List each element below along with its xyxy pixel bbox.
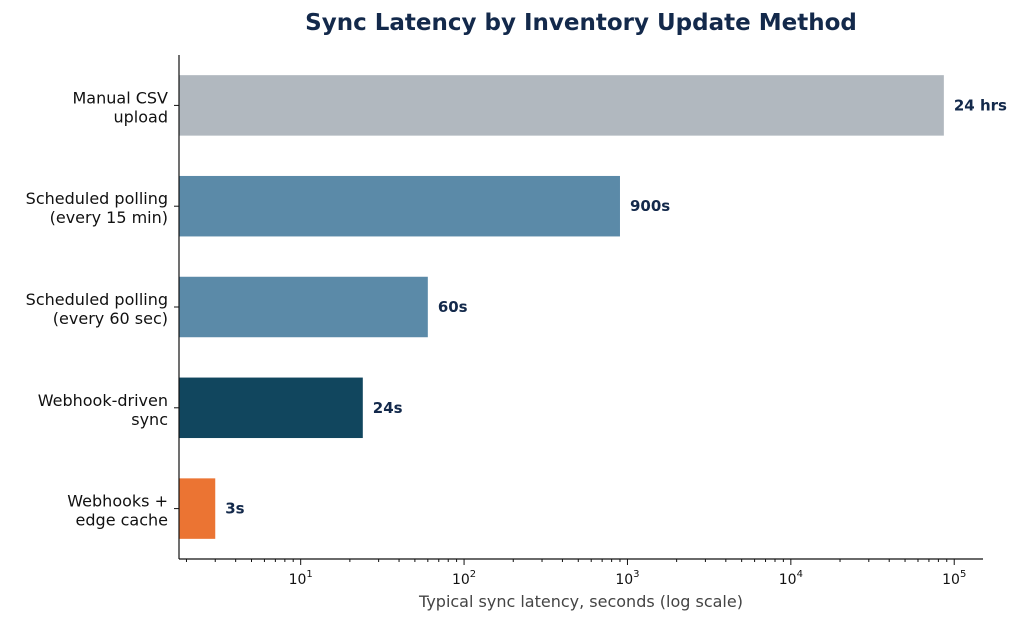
x-axis-title: Typical sync latency, seconds (log scale… bbox=[418, 592, 743, 611]
bar bbox=[179, 377, 363, 439]
x-tick-label: 103 bbox=[615, 569, 639, 588]
data-label: 900s bbox=[630, 197, 670, 215]
x-axis-ticks: 101 102 103 104 105 bbox=[174, 104, 966, 588]
data-label: 3s bbox=[225, 500, 244, 518]
data-label: 24 hrs bbox=[954, 96, 1007, 114]
data-labels: 24 hrs 900s 60s 24s 3s bbox=[225, 96, 1007, 517]
bar bbox=[179, 75, 944, 136]
x-tick-label: 102 bbox=[452, 569, 476, 588]
bars-group bbox=[179, 75, 944, 539]
category-label: Webhooks + edge cache bbox=[67, 492, 168, 530]
data-label: 60s bbox=[438, 298, 468, 316]
data-label: 24s bbox=[373, 399, 403, 417]
category-label: Scheduled polling (every 60 sec) bbox=[26, 290, 168, 328]
category-label: Scheduled polling (every 15 min) bbox=[26, 189, 168, 227]
bar bbox=[179, 478, 216, 539]
x-tick-label: 101 bbox=[289, 569, 313, 588]
x-tick-label: 104 bbox=[779, 569, 803, 588]
bar bbox=[179, 276, 428, 338]
x-tick-label: 105 bbox=[942, 569, 966, 588]
chart-title: Sync Latency by Inventory Update Method bbox=[305, 10, 857, 36]
category-label: Webhook-driven sync bbox=[38, 391, 168, 429]
bar bbox=[179, 175, 620, 237]
category-label: Manual CSV upload bbox=[73, 88, 169, 126]
category-labels: Manual CSV upload Scheduled polling (every … bbox=[26, 88, 168, 529]
